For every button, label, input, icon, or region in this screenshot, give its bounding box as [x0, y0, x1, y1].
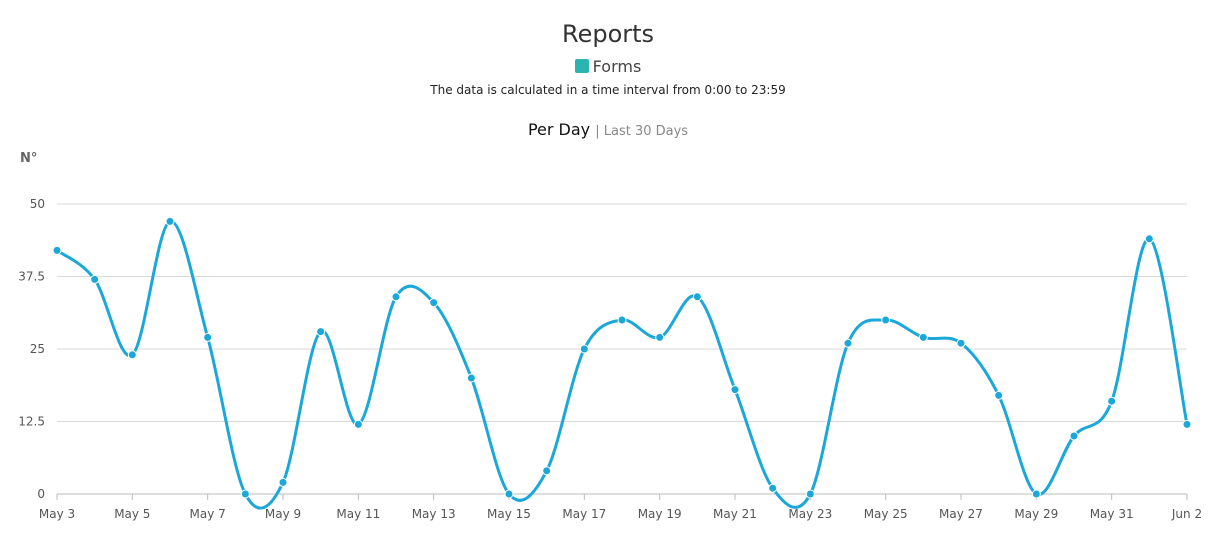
- data-point: [1031, 489, 1041, 499]
- data-point: [579, 344, 589, 354]
- x-tick-label: May 21: [713, 507, 757, 521]
- data-point: [504, 489, 514, 499]
- data-point: [240, 489, 250, 499]
- y-tick-label: 37.5: [18, 270, 45, 284]
- data-point: [1069, 431, 1079, 441]
- x-tick-label: May 13: [412, 507, 456, 521]
- x-tick-label: Jun 2: [1171, 507, 1202, 521]
- period-heading: Per Day | Last 30 Days: [0, 120, 1216, 139]
- data-point: [90, 274, 100, 284]
- data-point: [391, 292, 401, 302]
- y-tick-label: 12.5: [18, 415, 45, 429]
- x-tick-label: May 27: [939, 507, 983, 521]
- y-tick-label: 0: [37, 487, 45, 501]
- y-tick-label: 50: [30, 197, 45, 211]
- legend-swatch: [574, 59, 589, 73]
- data-point: [429, 298, 439, 308]
- x-tick-label: May 11: [336, 507, 380, 521]
- data-point: [127, 350, 137, 360]
- data-point: [768, 483, 778, 493]
- y-axis-label: N°: [20, 151, 38, 166]
- data-point: [542, 466, 552, 476]
- page-title: Reports: [561, 20, 655, 48]
- x-tick-label: May 31: [1090, 507, 1134, 521]
- x-tick-label: May 19: [638, 507, 682, 521]
- period-main: Per Day: [527, 120, 591, 139]
- x-tick-label: May 23: [788, 507, 832, 521]
- x-tick-label: May 15: [487, 507, 531, 521]
- data-point: [617, 315, 627, 325]
- legend[interactable]: Forms: [0, 57, 1216, 76]
- data-point: [1144, 234, 1154, 244]
- data-point: [278, 477, 288, 487]
- data-point: [881, 315, 891, 325]
- x-tick-label: May 5: [114, 507, 150, 521]
- data-point: [353, 419, 363, 429]
- data-point: [1182, 419, 1192, 429]
- data-point: [956, 338, 966, 348]
- data-point: [805, 489, 815, 499]
- data-point: [918, 332, 928, 342]
- data-point: [466, 373, 476, 383]
- data-point: [843, 338, 853, 348]
- legend-label: Forms: [592, 57, 642, 76]
- data-point: [994, 390, 1004, 400]
- data-point: [655, 332, 665, 342]
- subtitle: The data is calculated in a time interva…: [430, 83, 786, 97]
- x-tick-label: May 17: [562, 507, 606, 521]
- data-point: [52, 245, 62, 255]
- data-point: [203, 332, 213, 342]
- x-tick-label: May 25: [864, 507, 908, 521]
- data-point: [165, 216, 175, 226]
- y-tick-label: 25: [30, 342, 45, 356]
- period-range: | Last 30 Days: [595, 124, 689, 139]
- data-point: [692, 292, 702, 302]
- x-tick-label: May 29: [1014, 507, 1058, 521]
- x-tick-label: May 7: [190, 507, 226, 521]
- series-line-forms: [56, 219, 1189, 510]
- data-point: [1107, 396, 1117, 406]
- data-point: [730, 385, 740, 395]
- x-tick-label: May 9: [265, 507, 301, 521]
- data-point: [316, 327, 326, 337]
- x-tick-label: May 3: [39, 507, 75, 521]
